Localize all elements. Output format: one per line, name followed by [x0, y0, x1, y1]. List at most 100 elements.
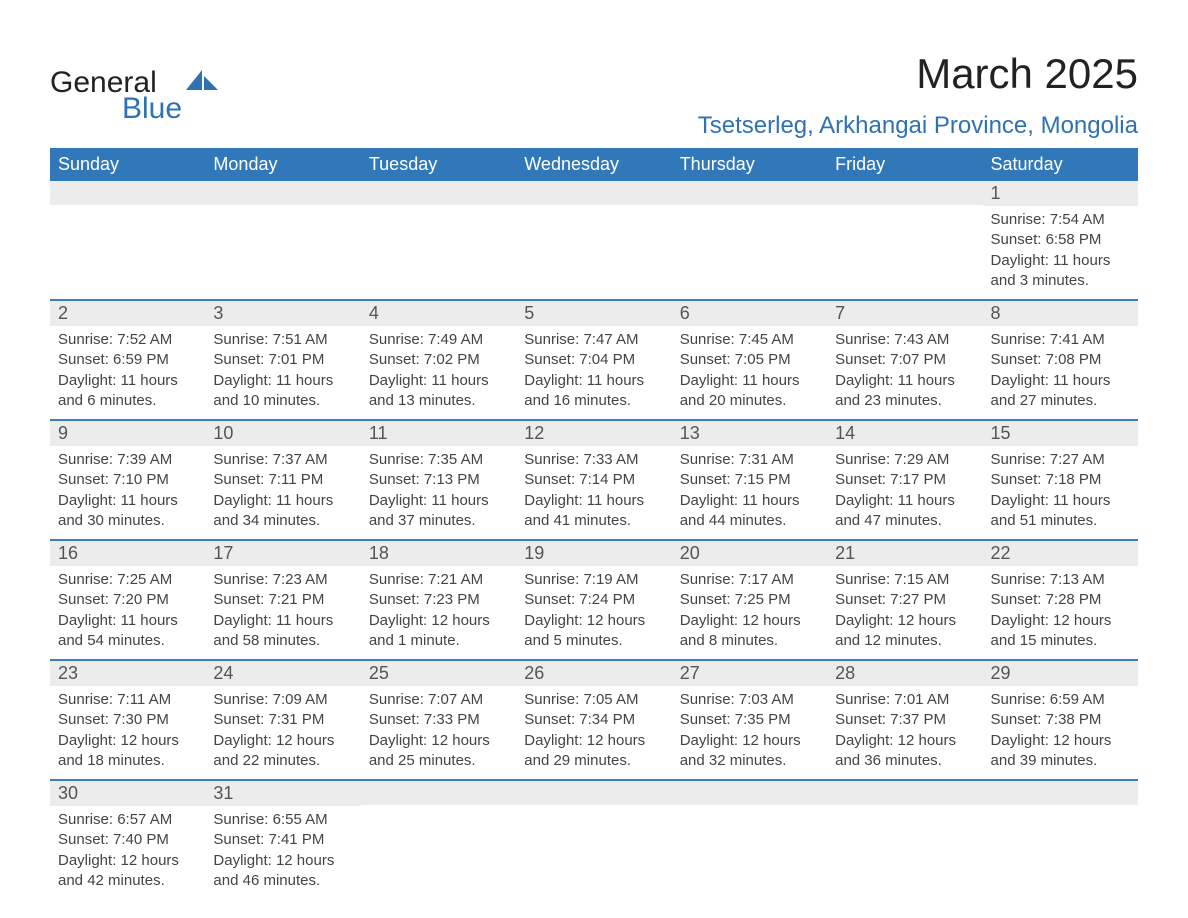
day-detail: Sunrise: 7:51 AMSunset: 7:01 PMDaylight:… [205, 326, 360, 419]
blank-spacer [827, 205, 982, 293]
day-d2: and 51 minutes. [991, 511, 1130, 531]
calendar-table: SundayMondayTuesdayWednesdayThursdayFrid… [50, 148, 1138, 899]
day-d1: Daylight: 11 hours [835, 371, 974, 391]
weekday-header: Thursday [672, 148, 827, 181]
day-number-bar: 3 [205, 301, 360, 326]
day-sunrise: Sunrise: 6:55 AM [213, 810, 352, 830]
brand-sail-icon [186, 70, 218, 96]
calendar-week: 2Sunrise: 7:52 AMSunset: 6:59 PMDaylight… [50, 300, 1138, 420]
day-sunrise: Sunrise: 7:37 AM [213, 450, 352, 470]
calendar-cell-empty [205, 181, 360, 300]
day-sunrise: Sunrise: 7:17 AM [680, 570, 819, 590]
calendar-cell-empty [361, 181, 516, 300]
month-title: March 2025 [698, 50, 1138, 98]
day-number-bar: 22 [983, 541, 1138, 566]
calendar-cell: 7Sunrise: 7:43 AMSunset: 7:07 PMDaylight… [827, 300, 982, 420]
day-d2: and 8 minutes. [680, 631, 819, 651]
day-sunrise: Sunrise: 7:49 AM [369, 330, 508, 350]
day-d2: and 10 minutes. [213, 391, 352, 411]
calendar-cell: 11Sunrise: 7:35 AMSunset: 7:13 PMDayligh… [361, 420, 516, 540]
day-sunrise: Sunrise: 7:35 AM [369, 450, 508, 470]
day-sunrise: Sunrise: 7:19 AM [524, 570, 663, 590]
day-d1: Daylight: 11 hours [524, 491, 663, 511]
day-number-bar: 12 [516, 421, 671, 446]
blank-spacer [205, 205, 360, 293]
day-d1: Daylight: 12 hours [524, 731, 663, 751]
day-sunset: Sunset: 7:18 PM [991, 470, 1130, 490]
calendar-body: 1Sunrise: 7:54 AMSunset: 6:58 PMDaylight… [50, 181, 1138, 899]
day-sunset: Sunset: 6:58 PM [991, 230, 1130, 250]
day-detail: Sunrise: 6:55 AMSunset: 7:41 PMDaylight:… [205, 806, 360, 899]
day-sunset: Sunset: 7:05 PM [680, 350, 819, 370]
day-d1: Daylight: 12 hours [835, 731, 974, 751]
day-d2: and 22 minutes. [213, 751, 352, 771]
day-detail: Sunrise: 7:11 AMSunset: 7:30 PMDaylight:… [50, 686, 205, 779]
calendar-cell: 5Sunrise: 7:47 AMSunset: 7:04 PMDaylight… [516, 300, 671, 420]
day-number-bar: 25 [361, 661, 516, 686]
day-number-bar [516, 781, 671, 805]
day-sunrise: Sunrise: 7:09 AM [213, 690, 352, 710]
calendar-cell-empty [672, 780, 827, 899]
day-detail: Sunrise: 7:05 AMSunset: 7:34 PMDaylight:… [516, 686, 671, 779]
title-block: March 2025 Tsetserleg, Arkhangai Provinc… [698, 50, 1138, 140]
day-number-bar: 23 [50, 661, 205, 686]
day-number-bar: 1 [983, 181, 1138, 206]
day-number-bar [672, 781, 827, 805]
day-d2: and 12 minutes. [835, 631, 974, 651]
day-sunrise: Sunrise: 6:59 AM [991, 690, 1130, 710]
day-sunset: Sunset: 7:38 PM [991, 710, 1130, 730]
day-sunset: Sunset: 7:23 PM [369, 590, 508, 610]
day-d1: Daylight: 11 hours [213, 491, 352, 511]
day-detail: Sunrise: 7:54 AMSunset: 6:58 PMDaylight:… [983, 206, 1138, 299]
calendar-cell: 31Sunrise: 6:55 AMSunset: 7:41 PMDayligh… [205, 780, 360, 899]
day-sunrise: Sunrise: 7:52 AM [58, 330, 197, 350]
day-d1: Daylight: 12 hours [835, 611, 974, 631]
calendar-cell: 25Sunrise: 7:07 AMSunset: 7:33 PMDayligh… [361, 660, 516, 780]
day-sunrise: Sunrise: 7:51 AM [213, 330, 352, 350]
day-d2: and 16 minutes. [524, 391, 663, 411]
day-sunrise: Sunrise: 7:47 AM [524, 330, 663, 350]
calendar-week: 30Sunrise: 6:57 AMSunset: 7:40 PMDayligh… [50, 780, 1138, 899]
day-d2: and 20 minutes. [680, 391, 819, 411]
day-detail: Sunrise: 7:25 AMSunset: 7:20 PMDaylight:… [50, 566, 205, 659]
day-d2: and 54 minutes. [58, 631, 197, 651]
day-d1: Daylight: 12 hours [213, 731, 352, 751]
day-detail: Sunrise: 7:49 AMSunset: 7:02 PMDaylight:… [361, 326, 516, 419]
day-sunset: Sunset: 7:15 PM [680, 470, 819, 490]
day-d1: Daylight: 11 hours [369, 491, 508, 511]
calendar-cell: 13Sunrise: 7:31 AMSunset: 7:15 PMDayligh… [672, 420, 827, 540]
calendar-cell-empty [983, 780, 1138, 899]
calendar-cell: 21Sunrise: 7:15 AMSunset: 7:27 PMDayligh… [827, 540, 982, 660]
day-detail: Sunrise: 7:33 AMSunset: 7:14 PMDaylight:… [516, 446, 671, 539]
day-detail: Sunrise: 7:31 AMSunset: 7:15 PMDaylight:… [672, 446, 827, 539]
day-detail: Sunrise: 7:43 AMSunset: 7:07 PMDaylight:… [827, 326, 982, 419]
day-sunset: Sunset: 7:02 PM [369, 350, 508, 370]
day-d2: and 13 minutes. [369, 391, 508, 411]
calendar-cell: 3Sunrise: 7:51 AMSunset: 7:01 PMDaylight… [205, 300, 360, 420]
day-d1: Daylight: 11 hours [991, 371, 1130, 391]
day-number-bar: 17 [205, 541, 360, 566]
day-number-bar: 9 [50, 421, 205, 446]
day-d2: and 36 minutes. [835, 751, 974, 771]
calendar-cell: 30Sunrise: 6:57 AMSunset: 7:40 PMDayligh… [50, 780, 205, 899]
calendar-cell: 22Sunrise: 7:13 AMSunset: 7:28 PMDayligh… [983, 540, 1138, 660]
day-number-bar [205, 181, 360, 205]
calendar-cell: 20Sunrise: 7:17 AMSunset: 7:25 PMDayligh… [672, 540, 827, 660]
day-d2: and 15 minutes. [991, 631, 1130, 651]
calendar-cell: 10Sunrise: 7:37 AMSunset: 7:11 PMDayligh… [205, 420, 360, 540]
day-detail: Sunrise: 7:19 AMSunset: 7:24 PMDaylight:… [516, 566, 671, 659]
day-sunrise: Sunrise: 7:15 AM [835, 570, 974, 590]
day-d2: and 47 minutes. [835, 511, 974, 531]
calendar-cell: 24Sunrise: 7:09 AMSunset: 7:31 PMDayligh… [205, 660, 360, 780]
day-number-bar [50, 181, 205, 205]
day-detail: Sunrise: 7:15 AMSunset: 7:27 PMDaylight:… [827, 566, 982, 659]
day-d2: and 23 minutes. [835, 391, 974, 411]
calendar-head: SundayMondayTuesdayWednesdayThursdayFrid… [50, 148, 1138, 181]
day-detail: Sunrise: 7:17 AMSunset: 7:25 PMDaylight:… [672, 566, 827, 659]
day-d2: and 34 minutes. [213, 511, 352, 531]
day-detail: Sunrise: 7:45 AMSunset: 7:05 PMDaylight:… [672, 326, 827, 419]
day-number-bar: 29 [983, 661, 1138, 686]
day-d2: and 6 minutes. [58, 391, 197, 411]
day-number-bar: 27 [672, 661, 827, 686]
day-sunrise: Sunrise: 7:33 AM [524, 450, 663, 470]
